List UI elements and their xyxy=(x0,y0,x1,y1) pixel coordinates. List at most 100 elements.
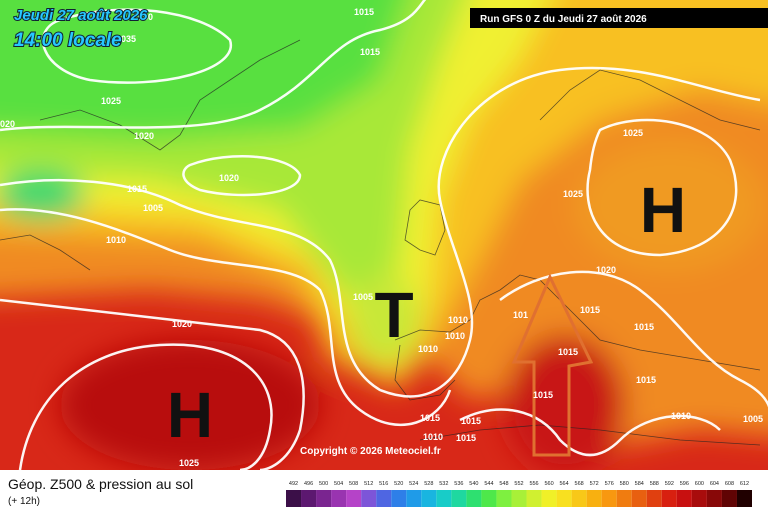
scale-swatch xyxy=(316,490,332,507)
scale-label: 584 xyxy=(635,481,644,487)
scale-swatch xyxy=(631,490,647,507)
scale-swatch xyxy=(571,490,587,507)
scale-swatch xyxy=(331,490,347,507)
isobar-label: 1005 xyxy=(353,292,373,302)
scale-swatch xyxy=(616,490,632,507)
scale-swatch xyxy=(586,490,602,507)
isobar-label: 1005 xyxy=(743,414,763,424)
isobar-label: 1015 xyxy=(456,433,476,443)
scale-swatch xyxy=(301,490,317,507)
scale-label: 524 xyxy=(409,481,418,487)
coast-europe xyxy=(394,274,761,371)
field-orange-east xyxy=(575,140,765,270)
scale-swatch xyxy=(361,490,377,507)
scale-label: 500 xyxy=(319,481,328,487)
isobar-label: 1015 xyxy=(354,7,374,17)
isobar-label: 101 xyxy=(513,310,528,320)
isobar-label: 1020 xyxy=(596,265,616,275)
field-low-core xyxy=(350,275,420,365)
scale-label: 568 xyxy=(575,481,584,487)
isobars xyxy=(0,0,768,470)
scale-label: 520 xyxy=(394,481,403,487)
isobar-label: 1020 xyxy=(172,319,192,329)
isobar-labels: 1015 1030 1035 1015 1025 020 1020 1025 1… xyxy=(0,7,763,468)
scale-swatch xyxy=(406,490,422,507)
isobar-label: 1020 xyxy=(219,173,239,183)
scale-label: 556 xyxy=(529,481,538,487)
run-banner xyxy=(470,8,768,28)
isobar xyxy=(18,343,273,470)
coast-iberia xyxy=(394,344,456,401)
isobar-label: 1010 xyxy=(423,432,443,442)
scale-swatch xyxy=(466,490,482,507)
scale-label: 608 xyxy=(725,481,734,487)
date: Jeudi 27 août 2026 xyxy=(14,7,148,24)
scale-swatch xyxy=(691,490,707,507)
scale-swatch xyxy=(676,490,692,507)
scale-label: 592 xyxy=(665,481,674,487)
isobar-label: 1015 xyxy=(558,347,578,357)
isobar xyxy=(499,270,768,408)
pressure-center: H xyxy=(167,379,213,451)
isobar xyxy=(586,118,738,257)
scale-label: 528 xyxy=(424,481,433,487)
scale-label: 504 xyxy=(334,481,343,487)
isobar-label: 1010 xyxy=(106,235,126,245)
arrow xyxy=(511,273,594,457)
scale-label: 508 xyxy=(349,481,358,487)
isobar-label: 1010 xyxy=(445,331,465,341)
scale-swatch xyxy=(556,490,572,507)
isobar-label: 1015 xyxy=(127,184,147,194)
run-info: Run GFS 0 Z du Jeudi 27 août 2026 xyxy=(480,14,647,25)
isobar-label: 1015 xyxy=(580,305,600,315)
scale-label: 512 xyxy=(364,481,373,487)
scale-label: 548 xyxy=(499,481,508,487)
scale-label: 552 xyxy=(514,481,523,487)
scale-label: 544 xyxy=(484,481,493,487)
isobar xyxy=(459,408,721,457)
scale-swatch xyxy=(451,490,467,507)
scale-swatch xyxy=(706,490,722,507)
scale-swatch xyxy=(511,490,527,507)
pressure-center: H xyxy=(640,174,686,246)
isobar-label: 1015 xyxy=(634,322,654,332)
isobar xyxy=(0,66,761,398)
scale-label: 612 xyxy=(740,481,749,487)
color-scale: 492 496 500 504 508 512 516 520 524 528 532 536 540 5… xyxy=(286,481,752,507)
isobar-label: 1015 xyxy=(420,413,440,423)
scale-label: 596 xyxy=(680,481,689,487)
pressure-center: T xyxy=(374,279,413,351)
scale-swatch xyxy=(661,490,677,507)
scale-swatch xyxy=(391,490,407,507)
footer-title: Géop. Z500 & pression au sol xyxy=(8,476,193,492)
scale-swatch xyxy=(421,490,437,507)
scale-swatch xyxy=(376,490,392,507)
scale-label: 580 xyxy=(620,481,629,487)
isobar xyxy=(0,0,427,132)
scale-label: 600 xyxy=(695,481,704,487)
scale-label: 536 xyxy=(454,481,463,487)
forecast-step: (+ 12h) xyxy=(8,496,40,507)
isobar-label: 020 xyxy=(0,119,15,129)
scale-label: 560 xyxy=(544,481,553,487)
scale-swatch xyxy=(646,490,662,507)
isobar-label: 1015 xyxy=(533,390,553,400)
isobar-label: 1025 xyxy=(101,96,121,106)
coast-greenland xyxy=(39,39,301,151)
scale-swatch xyxy=(481,490,497,507)
coast-canada xyxy=(0,234,91,271)
coast-britain xyxy=(404,199,446,256)
isobar-label: 1035 xyxy=(116,34,136,44)
scale-swatch xyxy=(601,490,617,507)
isobar-label: 1015 xyxy=(360,47,380,57)
scale-label: 576 xyxy=(605,481,614,487)
isobar xyxy=(0,298,305,470)
map: 1015 1030 1035 1015 1025 020 1020 1025 1… xyxy=(0,0,768,470)
isobar-label: 1005 xyxy=(143,203,163,213)
scale-label: 588 xyxy=(650,481,659,487)
isobar-label: 1015 xyxy=(636,375,656,385)
isobar-label: 1025 xyxy=(623,128,643,138)
isobar xyxy=(0,208,452,427)
isobar-label: 1030 xyxy=(133,12,153,22)
